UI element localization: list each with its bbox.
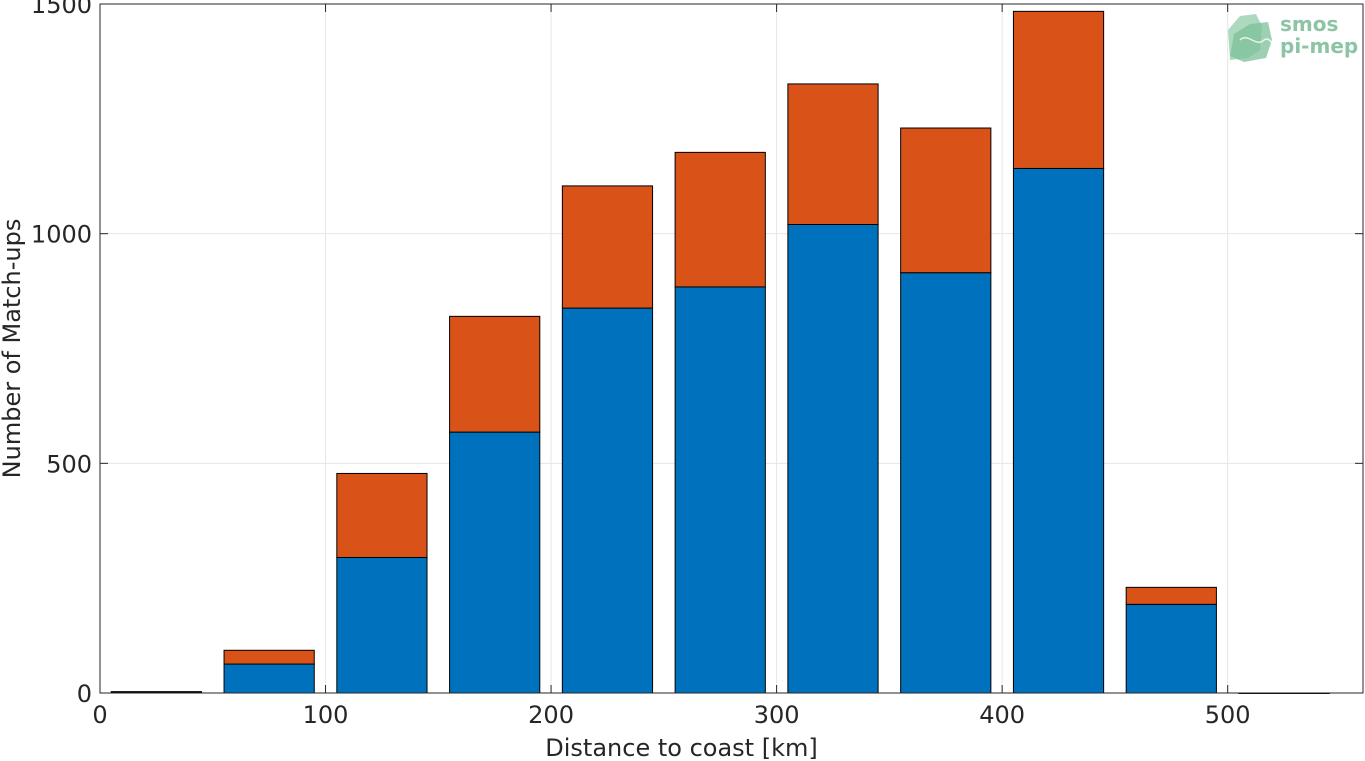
bar-segment-series-2 [223, 649, 315, 665]
bars [110, 10, 1330, 694]
y-tick-label: 0 [77, 680, 92, 708]
bar-segment-series-2 [336, 472, 428, 558]
bar-segment-series-1 [900, 272, 992, 694]
bar-segment-series-2 [787, 83, 879, 225]
bar-segment-series-1 [1012, 167, 1105, 694]
x-tick-label: 0 [92, 701, 107, 729]
y-axis-title: Number of Match-ups [0, 219, 26, 479]
bar-segment-series-1 [1125, 603, 1217, 694]
bar-segment-series-2 [900, 127, 992, 274]
y-tick-label: 1000 [31, 221, 92, 249]
bar-segment-series-2 [1012, 10, 1105, 169]
logo-wave-icon [1228, 14, 1277, 62]
x-tick-label: 400 [979, 701, 1025, 729]
bar-segment-series-1 [336, 556, 428, 694]
x-tick-label: 300 [754, 701, 800, 729]
bar-segment-series-2 [449, 315, 541, 433]
plot-area-frame [99, 3, 1364, 694]
x-tick-label: 200 [528, 701, 574, 729]
bar-segment-series-2 [561, 185, 654, 309]
axis-ticks: 0 100 200 300 400 500 0 500 1000 1500 [31, 0, 1363, 729]
y-tick-label: 1500 [31, 0, 92, 19]
x-tick-label: 100 [303, 701, 349, 729]
smos-pimep-logo: smos pi-mep [1228, 12, 1358, 62]
y-tick-label: 500 [46, 450, 92, 478]
bar-segment-series-1 [787, 223, 879, 694]
bar-segment-series-1 [561, 307, 654, 694]
bar-segment-series-2 [674, 151, 766, 288]
x-tick-label: 500 [1205, 701, 1251, 729]
bar-segment-series-1 [674, 286, 766, 694]
bar-segment-series-1 [223, 663, 315, 694]
logo-text-smos: smos [1280, 12, 1338, 36]
bar-segment-series-1 [449, 431, 541, 694]
x-axis-title: Distance to coast [km] [545, 734, 817, 761]
bar-segment-series-2 [110, 691, 202, 693]
bar-segment-series-2 [1125, 586, 1217, 605]
logo-text-pimep: pi-mep [1280, 34, 1358, 58]
